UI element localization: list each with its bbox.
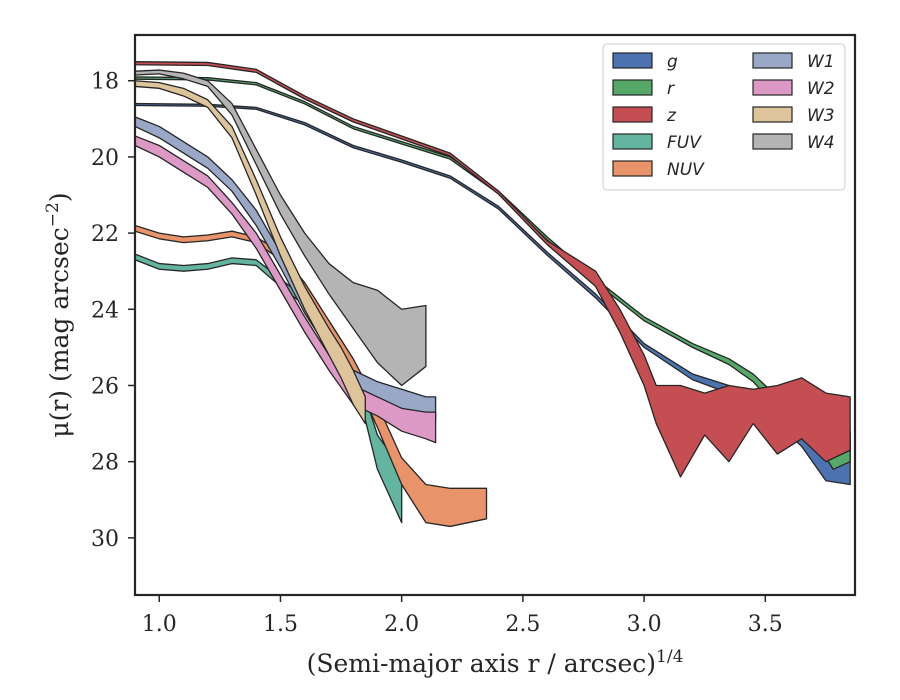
series-band-z	[135, 61, 851, 478]
legend-swatch-z	[612, 106, 653, 123]
legend-label-fuv: FUV	[667, 133, 702, 153]
legend-label-w3: W3	[807, 106, 835, 126]
x-tick-label: 2.0	[384, 612, 419, 637]
legend-swatch-w1	[752, 52, 793, 69]
y-axis-label: μ(r) (mag arcsec−2)	[43, 192, 74, 437]
x-axis-label-text: (Semi-major axis r / arcsec)	[307, 649, 656, 678]
y-tick-label: 22	[91, 222, 119, 247]
x-tick-label: 1.5	[263, 612, 298, 637]
x-tick-label: 3.5	[748, 612, 783, 637]
ticks-layer: 1.0 1.5 2.0 2.5 3.0 3.5 18 20 22 24 26 28 30	[91, 70, 783, 637]
y-tick-label: 24	[91, 298, 119, 323]
x-tick-label: 3.0	[627, 612, 662, 637]
series-band-w3	[135, 80, 366, 425]
x-axis-label-exponent: 1/4	[656, 647, 683, 667]
y-tick-label: 30	[91, 527, 119, 552]
legend-label-w1: W1	[807, 52, 835, 72]
legend-label-g: g	[667, 52, 678, 72]
legend-swatch-g	[612, 52, 653, 69]
series-layer	[135, 61, 851, 528]
y-axis-label-exponent: −2	[43, 202, 63, 227]
legend-label-w2: W2	[807, 79, 835, 99]
legend-label-z: z	[666, 106, 677, 126]
series-band-fuv	[135, 253, 403, 524]
y-axis-label-close: )	[45, 192, 74, 202]
legend-label-r: r	[667, 79, 675, 99]
legend-swatch-w3	[752, 106, 793, 123]
series-band-w2	[135, 135, 437, 444]
legend-swatch-nuv	[612, 160, 653, 177]
series-band-g	[135, 102, 851, 486]
x-tick-label: 1.0	[142, 612, 177, 637]
y-tick-label: 20	[91, 146, 119, 171]
series-band-w4	[135, 69, 427, 387]
legend-swatch-w2	[752, 79, 793, 96]
legend-swatch-r	[612, 79, 653, 96]
x-tick-label: 2.5	[505, 612, 540, 637]
y-axis-label-text: μ(r) (mag arcsec	[45, 227, 74, 437]
plot-frame	[133, 33, 857, 597]
legend-label-w4: W4	[807, 133, 835, 153]
x-axis-label: (Semi-major axis r / arcsec)1/4	[307, 647, 684, 678]
y-tick-label: 26	[91, 374, 119, 399]
legend-label-nuv: NUV	[667, 160, 705, 180]
y-tick-label: 28	[91, 451, 119, 476]
legend: grz FUV NUV W1 W2 W3 W4	[602, 43, 846, 191]
y-tick-label: 18	[91, 70, 119, 95]
legend-swatch-w4	[752, 133, 793, 150]
legend-swatch-fuv	[612, 133, 653, 150]
